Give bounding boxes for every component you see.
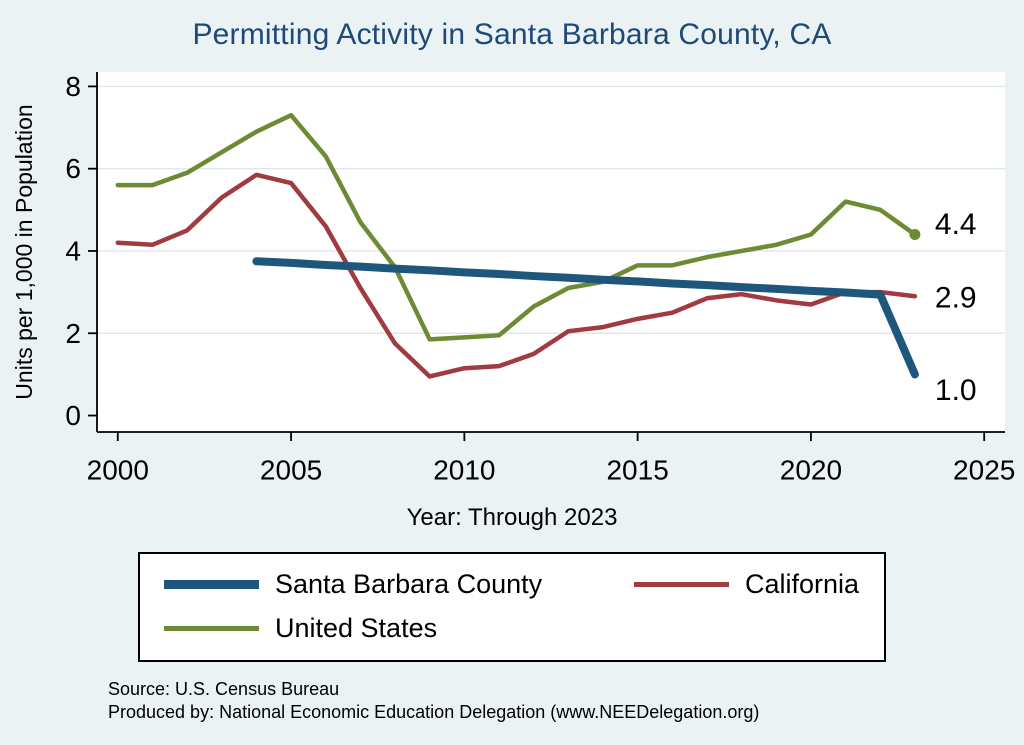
legend-label-united-states: United States [275, 612, 438, 643]
plot-area [97, 72, 1005, 432]
y-tick-label-8: 8 [65, 71, 81, 102]
legend-label-santa-barbara-county: Santa Barbara County [275, 568, 543, 599]
y-axis-title: Units per 1,000 in Population [11, 104, 37, 399]
series-line-santa-barbara-county [252, 257, 919, 379]
x-tick-label-2025: 2025 [953, 455, 1015, 486]
legend-item-california: California [634, 564, 860, 604]
legend-swatch-united-states [164, 625, 259, 631]
chart-title: Permitting Activity in Santa Barbara Cou… [192, 18, 832, 51]
y-tick-label-0: 0 [65, 400, 81, 431]
legend-label-california: California [745, 568, 860, 599]
x-axis-title: Year: Through 2023 [406, 504, 618, 531]
series-line-california [115, 172, 918, 379]
x-tick-label-2015: 2015 [606, 455, 668, 486]
y-tick-label-2: 2 [65, 318, 81, 349]
x-tick-label-2010: 2010 [433, 455, 495, 486]
end-label-santa-barbara-county: 1.0 [935, 374, 977, 407]
y-tick-label-4: 4 [65, 235, 81, 266]
legend-item-united-states: United States [164, 608, 634, 648]
line-chart: 1.0 2.9 4.4 0 2 4 6 8 2000 2005 2010 2015 2020 2025 Un… [11, 71, 1015, 486]
legend-swatch-california [634, 581, 729, 587]
x-tick-label-2005: 2005 [260, 455, 322, 486]
x-tick-label-2020: 2020 [780, 455, 842, 486]
end-label-united-states: 4.4 [935, 208, 977, 241]
end-label-california: 2.9 [935, 282, 977, 315]
series-line-united-states [115, 112, 918, 342]
produced-by-note: Produced by: National Economic Education… [108, 701, 760, 722]
legend-item-santa-barbara-county: Santa Barbara County [164, 564, 634, 604]
legend: Santa Barbara County California United S… [138, 552, 886, 662]
legend-swatch-santa-barbara-county [164, 579, 259, 589]
y-tick-label-6: 6 [65, 153, 81, 184]
source-note: Source: U.S. Census Bureau [108, 679, 340, 699]
series-end-dot-united-states [909, 229, 921, 241]
x-tick-label-2000: 2000 [87, 455, 149, 486]
footer-notes: Source: U.S. Census Bureau Produced by: … [0, 678, 1024, 723]
